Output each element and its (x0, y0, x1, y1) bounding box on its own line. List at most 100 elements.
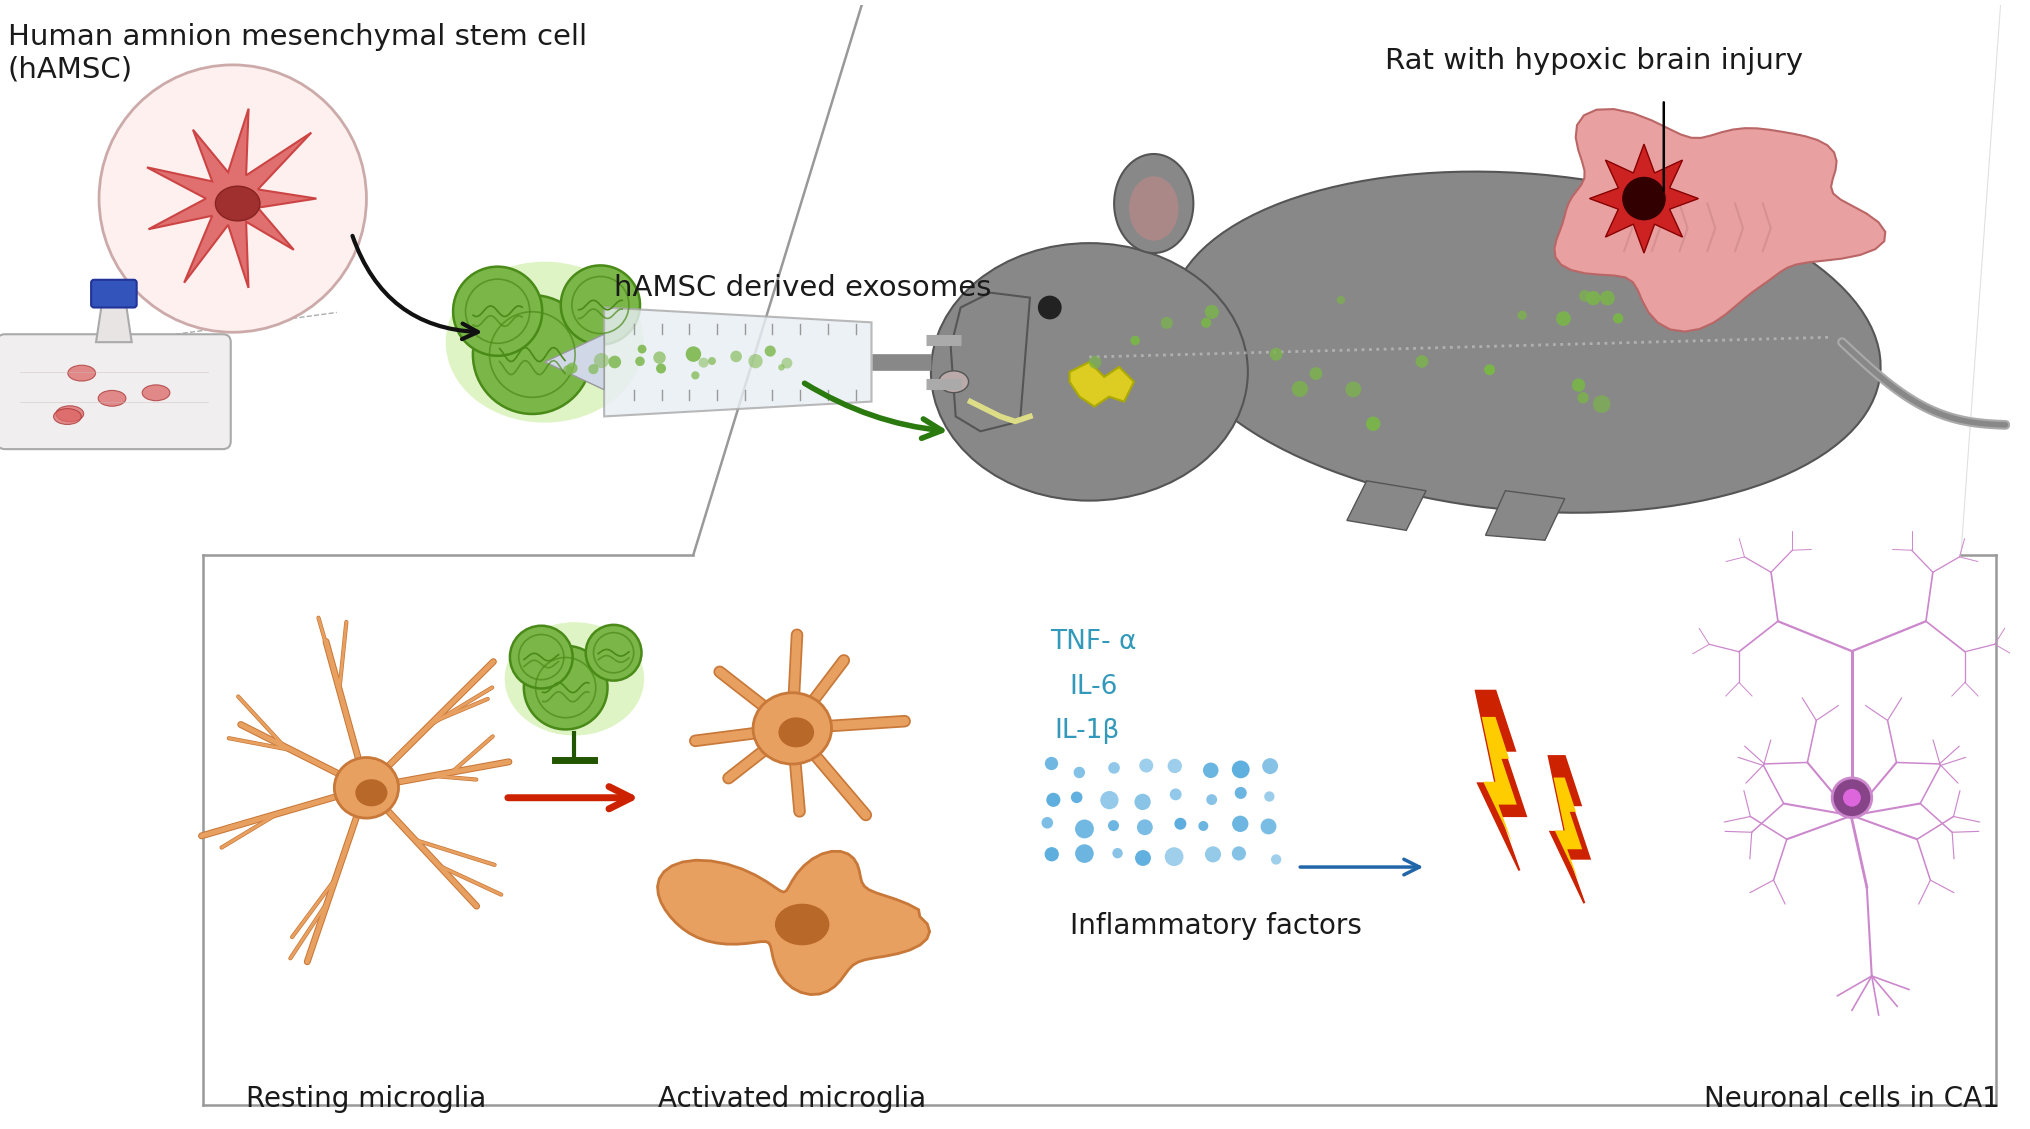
Ellipse shape (97, 391, 126, 406)
Circle shape (1346, 382, 1362, 397)
FancyBboxPatch shape (91, 280, 136, 307)
Circle shape (1088, 356, 1102, 369)
Circle shape (587, 624, 641, 681)
Circle shape (1198, 821, 1208, 831)
Circle shape (1484, 365, 1494, 375)
Circle shape (1112, 848, 1123, 858)
Polygon shape (1070, 362, 1135, 406)
Circle shape (1041, 817, 1054, 829)
Polygon shape (1589, 145, 1699, 253)
Polygon shape (1555, 110, 1886, 332)
Ellipse shape (777, 717, 814, 747)
Circle shape (1108, 820, 1119, 831)
Circle shape (453, 266, 542, 356)
Circle shape (731, 351, 741, 362)
Circle shape (1045, 847, 1060, 861)
Polygon shape (1486, 491, 1565, 541)
Circle shape (1139, 759, 1153, 772)
Circle shape (473, 295, 591, 414)
Ellipse shape (1169, 172, 1880, 513)
Circle shape (1579, 290, 1592, 301)
Circle shape (749, 355, 763, 368)
Ellipse shape (142, 385, 171, 401)
FancyArrowPatch shape (1299, 859, 1419, 875)
Circle shape (1291, 380, 1307, 397)
Text: Rat with hypoxic brain injury: Rat with hypoxic brain injury (1384, 47, 1803, 75)
Circle shape (1571, 378, 1585, 392)
Ellipse shape (1129, 176, 1179, 240)
Circle shape (1169, 788, 1181, 800)
Circle shape (1594, 395, 1610, 413)
Ellipse shape (775, 903, 830, 945)
Circle shape (609, 356, 621, 368)
Circle shape (1202, 317, 1212, 327)
Circle shape (1072, 791, 1082, 803)
Text: IL-6: IL-6 (1070, 674, 1119, 700)
Circle shape (1135, 850, 1151, 866)
Ellipse shape (67, 365, 95, 382)
Circle shape (1261, 819, 1277, 834)
Text: TNF- α: TNF- α (1050, 629, 1137, 655)
Circle shape (1131, 335, 1141, 345)
Circle shape (1232, 815, 1248, 832)
Polygon shape (605, 307, 871, 417)
Circle shape (99, 64, 367, 332)
Circle shape (1366, 417, 1380, 431)
Circle shape (560, 265, 639, 344)
Circle shape (1263, 759, 1279, 774)
Polygon shape (95, 303, 132, 342)
Ellipse shape (335, 758, 398, 819)
Circle shape (698, 358, 708, 368)
Circle shape (1175, 817, 1186, 830)
Ellipse shape (1114, 154, 1194, 253)
Text: Inflammatory factors: Inflammatory factors (1070, 911, 1362, 939)
Ellipse shape (938, 371, 968, 393)
Circle shape (635, 357, 646, 366)
Circle shape (1309, 367, 1322, 380)
Circle shape (1137, 820, 1153, 835)
Polygon shape (1482, 717, 1516, 842)
Circle shape (1206, 305, 1218, 318)
Circle shape (765, 345, 775, 357)
Circle shape (524, 646, 607, 729)
Text: IL-1β: IL-1β (1056, 718, 1121, 744)
Polygon shape (1346, 481, 1427, 531)
Circle shape (1843, 789, 1862, 806)
Circle shape (1415, 356, 1429, 368)
Circle shape (1204, 762, 1218, 778)
Circle shape (510, 625, 572, 689)
FancyBboxPatch shape (0, 334, 231, 449)
Ellipse shape (53, 409, 81, 425)
Circle shape (1518, 310, 1527, 320)
Ellipse shape (215, 186, 260, 221)
Circle shape (562, 365, 572, 376)
Circle shape (1037, 296, 1062, 320)
Circle shape (637, 344, 646, 353)
Text: Activated microglia: Activated microglia (658, 1085, 926, 1113)
Circle shape (1269, 348, 1283, 360)
Circle shape (656, 364, 666, 374)
Text: hAMSC derived exosomes: hAMSC derived exosomes (613, 273, 991, 301)
Circle shape (1336, 296, 1346, 304)
Circle shape (1045, 756, 1058, 770)
Circle shape (1557, 312, 1571, 326)
Circle shape (1045, 793, 1060, 807)
Text: Resting microglia: Resting microglia (246, 1085, 487, 1113)
Circle shape (708, 357, 717, 365)
Polygon shape (146, 108, 317, 288)
Circle shape (1622, 177, 1667, 220)
Circle shape (782, 358, 792, 368)
Circle shape (777, 365, 786, 370)
Circle shape (1100, 791, 1119, 809)
Circle shape (686, 347, 700, 362)
Circle shape (1265, 791, 1275, 802)
Ellipse shape (753, 693, 832, 764)
Circle shape (1232, 847, 1246, 860)
Circle shape (1833, 778, 1872, 817)
Ellipse shape (447, 262, 644, 422)
Polygon shape (658, 851, 930, 995)
Circle shape (1206, 847, 1222, 863)
Circle shape (654, 351, 666, 364)
Polygon shape (1476, 691, 1527, 870)
Polygon shape (1553, 778, 1581, 881)
